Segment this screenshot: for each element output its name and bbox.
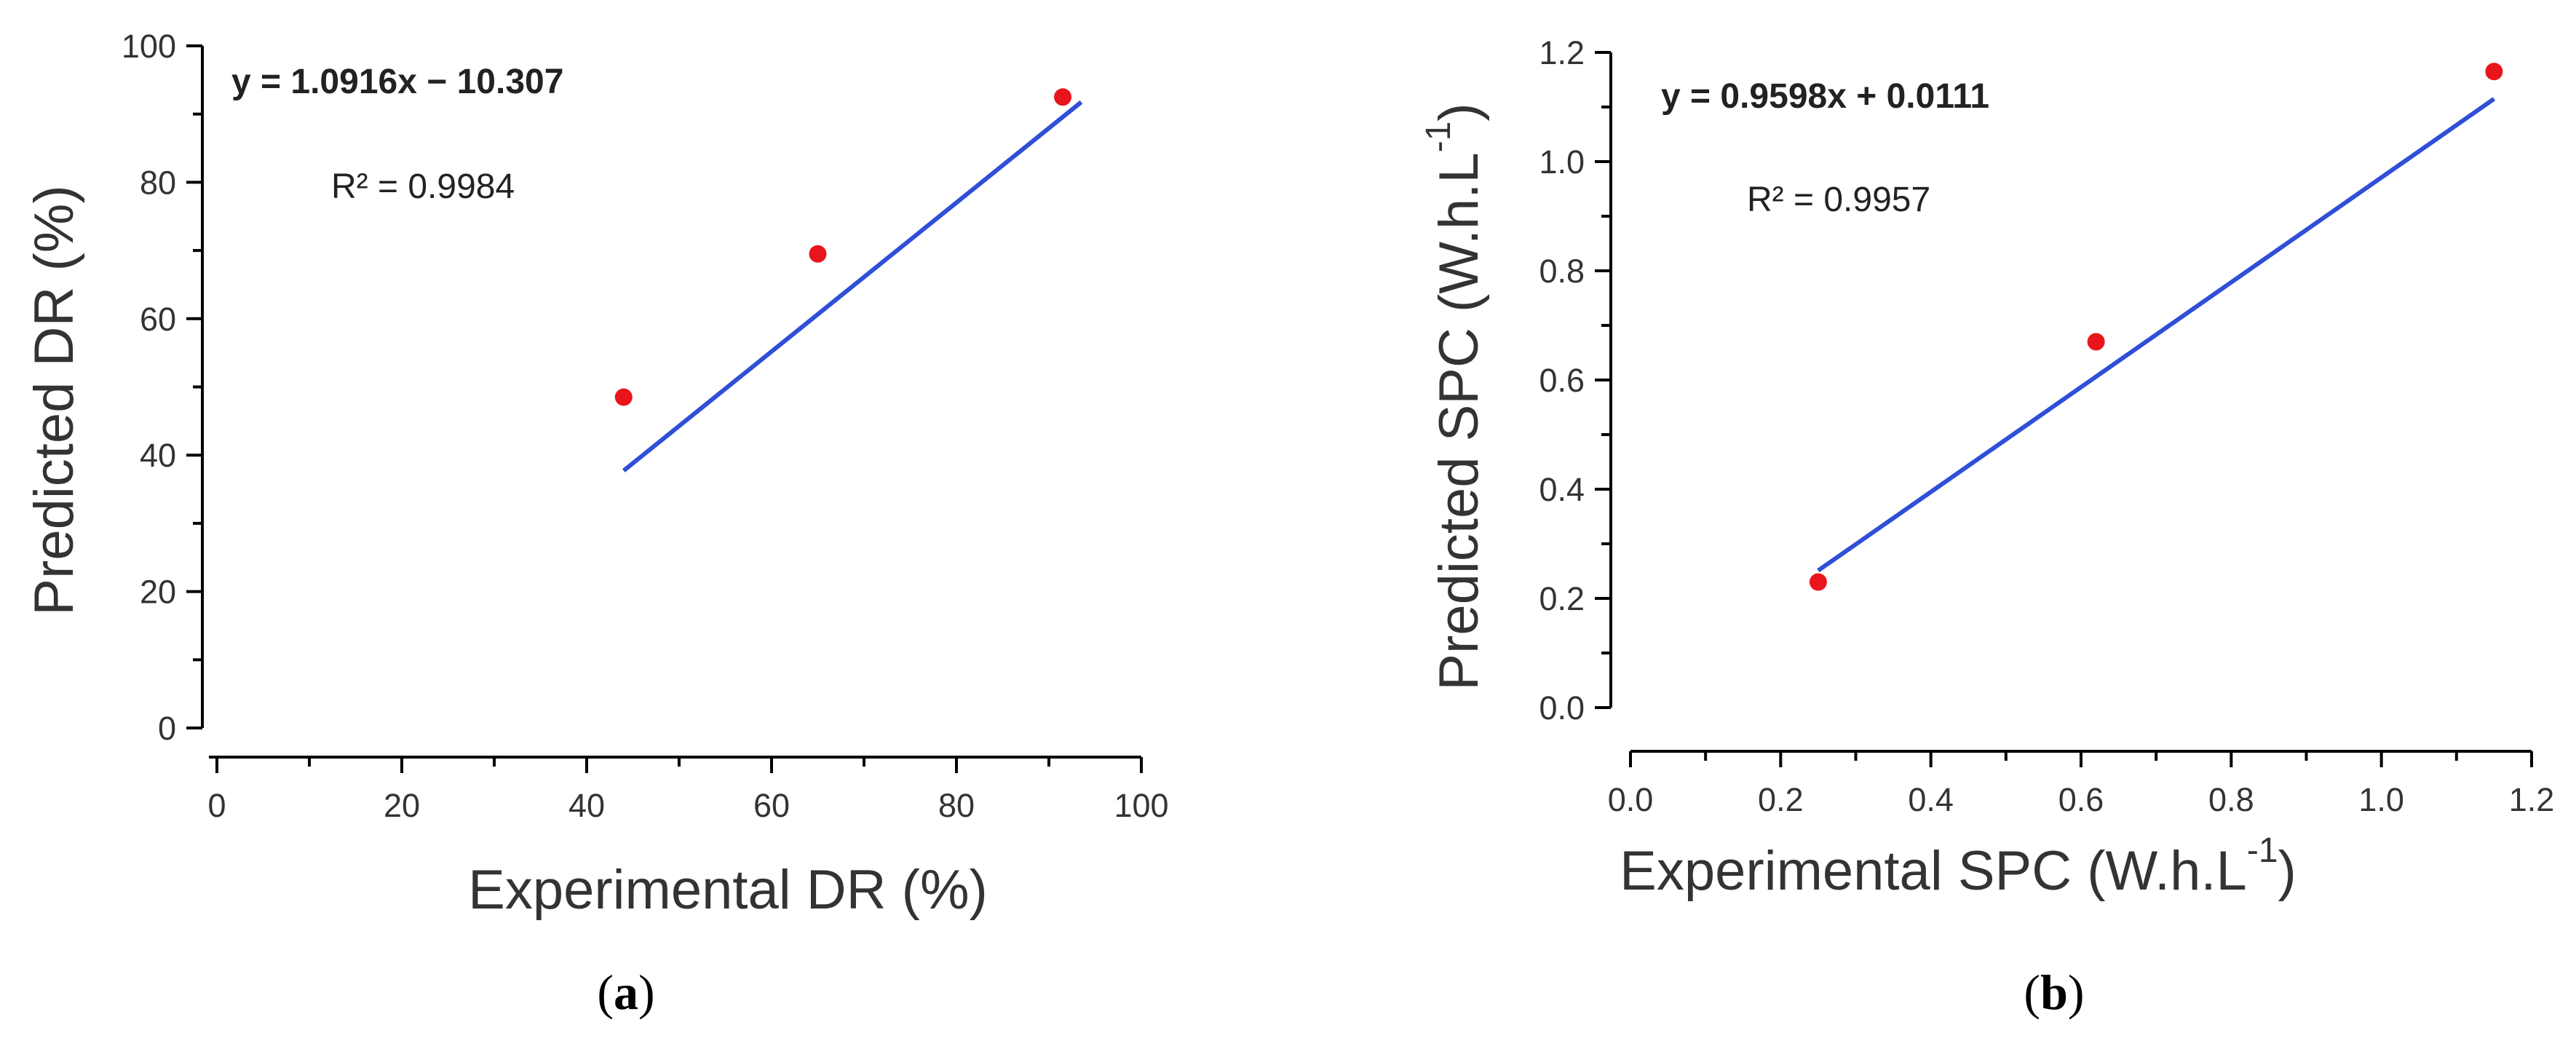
y-axis-label-b: Predicted SPC (W.h.L-1)	[1419, 103, 1490, 690]
y-tick-label-a: 80	[140, 164, 176, 201]
x-axis-label-b-end: )	[2278, 840, 2296, 902]
data-point-b	[1809, 573, 1827, 591]
x-tick-label-b: 0.4	[1908, 781, 1954, 818]
chart-panel-b: 0.0 0.2 0.4 0.6 0.8 1.0 1.2 0.0 0.2 0.4 0.6 0.8 1.0 1…	[1419, 34, 2554, 1020]
data-point-b	[2485, 63, 2503, 81]
axes-b: 0.0 0.2 0.4 0.6 0.8 1.0 1.2 0.0 0.2 0.4 0.6 0.8 1.0 1…	[1539, 34, 2554, 818]
x-tick-label-a: 60	[753, 787, 790, 824]
x-tick-label-a: 0	[207, 787, 226, 824]
r-squared-b: R² = 0.9957	[1747, 181, 1930, 219]
data-point-a	[614, 388, 633, 406]
y-axis-label-b-sup: -1	[1419, 122, 1458, 153]
panel-letter-b: b	[2040, 965, 2068, 1020]
y-tick-label-a: 40	[140, 437, 176, 474]
chart-panel-a: 0 20 40 60 80 100 0 20 40 60 80 100 y = 1.0916x − 1…	[23, 28, 1169, 1020]
data-point-a	[809, 245, 827, 263]
panel-label-a: (a)	[597, 965, 654, 1020]
y-tick-label-b: 1.2	[1539, 34, 1585, 71]
y-tick-label-a: 20	[140, 574, 176, 611]
x-tick-label-b: 0.8	[2208, 781, 2254, 818]
data-point-a	[1054, 88, 1072, 106]
r-squared-a: R² = 0.9984	[331, 167, 515, 206]
y-tick-label-b: 1.0	[1539, 143, 1585, 181]
y-tick-label-b: 0.8	[1539, 253, 1585, 290]
y-tick-label-b: 0.2	[1539, 580, 1585, 617]
y-axis-label-a: Predicted DR (%)	[23, 185, 85, 615]
y-tick-label-b: 0.4	[1539, 471, 1585, 508]
x-axis-label-b-main: Experimental SPC (W.h.L	[1620, 840, 2247, 902]
x-tick-label-a: 80	[938, 787, 975, 824]
x-tick-label-a: 40	[568, 787, 605, 824]
x-tick-label-b: 1.2	[2509, 781, 2555, 818]
x-axis-label-b-sup: -1	[2247, 831, 2278, 870]
axes-a: 0 20 40 60 80 100 0 20 40 60 80 100	[122, 28, 1169, 824]
y-tick-label-b: 0.0	[1539, 689, 1585, 727]
x-tick-label-a: 20	[384, 787, 420, 824]
regression-line-a	[622, 100, 1083, 472]
regression-equation-a: y = 1.0916x − 10.307	[231, 63, 563, 101]
x-tick-label-b: 0.6	[2058, 781, 2104, 818]
y-axis-label-b-end: )	[1428, 103, 1490, 121]
y-axis-label-b-main: Predicted SPC (W.h.L	[1428, 152, 1490, 690]
panel-letter-a: a	[614, 965, 638, 1020]
y-tick-label-b: 0.6	[1539, 362, 1585, 399]
x-tick-label-b: 1.0	[2358, 781, 2404, 818]
panel-label-b: (b)	[2024, 965, 2084, 1020]
x-tick-label-b: 0.2	[1758, 781, 1804, 818]
y-tick-label-a: 60	[140, 301, 176, 338]
regression-line-b	[1817, 97, 2496, 573]
data-point-b	[2087, 333, 2105, 351]
x-axis-label-b: Experimental SPC (W.h.L-1)	[1620, 831, 2296, 902]
y-tick-label-a: 100	[122, 28, 176, 65]
x-axis-label-a: Experimental DR (%)	[468, 859, 988, 921]
x-tick-label-a: 100	[1114, 787, 1168, 824]
y-tick-label-a: 0	[158, 710, 176, 747]
x-tick-label-b: 0.0	[1608, 781, 1654, 818]
regression-equation-b: y = 0.9598x + 0.0111	[1661, 77, 1989, 116]
